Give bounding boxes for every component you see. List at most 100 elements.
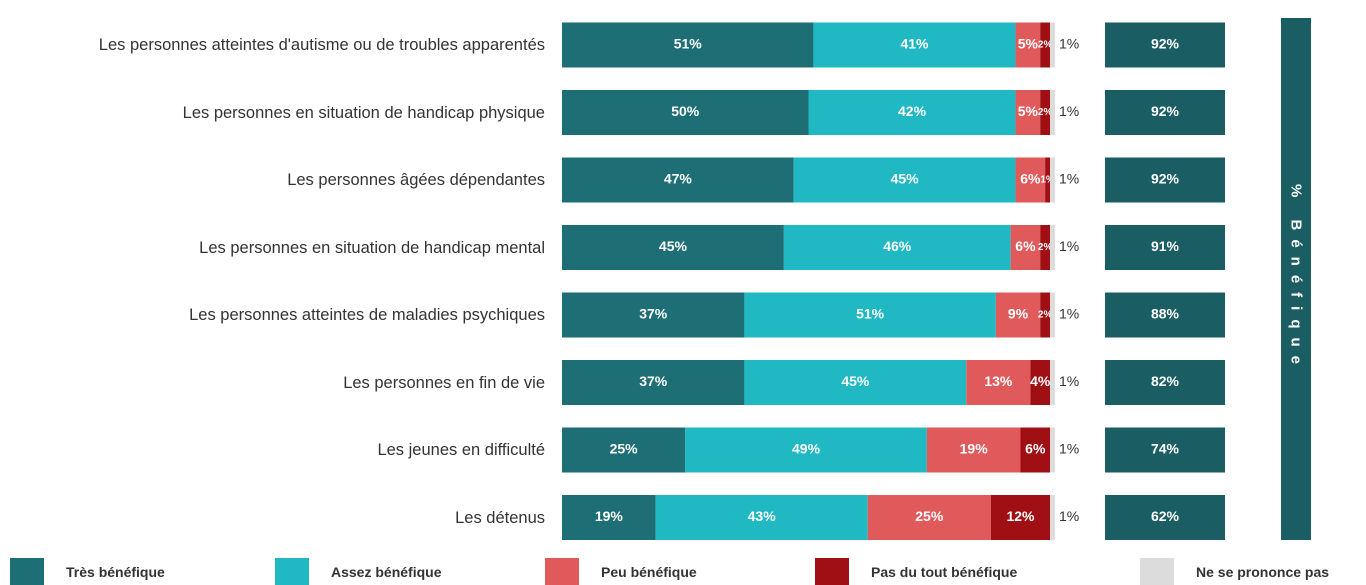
- value-label: 13%: [984, 373, 1013, 389]
- value-label: 12%: [1006, 508, 1035, 524]
- bar-segment: [990, 495, 1051, 540]
- legend-swatch: [1140, 558, 1174, 585]
- legend-label: Assez bénéfique: [331, 563, 442, 580]
- legend-item: Assez bénéfique: [275, 558, 441, 585]
- benefique-label: 92%: [1151, 171, 1180, 187]
- benefique-box: [1105, 427, 1225, 473]
- bar-segment: [1050, 22, 1055, 68]
- benefique-box: [1105, 360, 1225, 405]
- value-label: 2%: [1038, 107, 1053, 118]
- category-label: Les personnes atteintes d'autisme ou de …: [98, 36, 545, 54]
- value-label: 19%: [960, 441, 989, 457]
- value-label: 49%: [792, 441, 821, 457]
- value-label: 1%: [1059, 171, 1079, 187]
- legend-swatch: [815, 558, 849, 585]
- value-label: 1%: [1059, 306, 1079, 322]
- value-label: 1%: [1040, 175, 1055, 186]
- value-label: 2%: [1038, 242, 1053, 253]
- value-label: 50%: [671, 103, 700, 119]
- legend-label: Ne se prononce pas: [1196, 563, 1330, 580]
- bar-segment: [926, 427, 1021, 473]
- value-label: 6%: [1020, 171, 1041, 187]
- bar-segment: [1040, 90, 1051, 135]
- value-label: 45%: [659, 238, 688, 254]
- legend-swatch: [275, 558, 309, 585]
- value-label: 2%: [1038, 40, 1053, 51]
- bar-segment: [793, 157, 1016, 203]
- bar-segment: [1050, 360, 1055, 405]
- bar-segment: [562, 292, 745, 338]
- bar-segment: [1050, 427, 1055, 473]
- benefique-box: [1105, 157, 1225, 203]
- bar-segment: [995, 292, 1041, 338]
- value-label: 5%: [1018, 36, 1039, 52]
- bar-segment: [744, 360, 967, 405]
- value-label: 1%: [1059, 238, 1079, 254]
- benefique-box: [1105, 225, 1225, 270]
- value-label: 5%: [1018, 103, 1039, 119]
- category-label: Les personnes âgées dépendantes: [287, 171, 545, 189]
- bar-segment: [1050, 495, 1055, 540]
- value-label: 42%: [898, 103, 927, 119]
- bar-segment: [685, 427, 927, 473]
- category-label: Les personnes en situation de handicap p…: [182, 103, 545, 122]
- category-label: Les personnes atteintes de maladies psyc…: [189, 306, 545, 324]
- bar-segment: [1040, 22, 1051, 68]
- value-label: 1%: [1059, 373, 1079, 389]
- value-label: 1%: [1059, 508, 1079, 524]
- bar-segment: [966, 360, 1031, 405]
- legend-item: Très bénéfique: [10, 558, 165, 585]
- bar-segment: [867, 495, 991, 540]
- legend-label: Très bénéfique: [66, 563, 165, 580]
- legend-swatch: [10, 558, 44, 585]
- bar-segment: [1050, 292, 1055, 338]
- legend-item: Peu bénéfique: [545, 558, 697, 585]
- benefique-box: [1105, 292, 1225, 338]
- benefique-box: [1105, 22, 1225, 68]
- benefique-header: % Bénéfique: [1281, 18, 1311, 540]
- bar-segment: [1015, 157, 1046, 203]
- bar-segment: [562, 495, 656, 540]
- bar-segment: [808, 90, 1016, 135]
- bar-segment: [1020, 427, 1051, 473]
- value-label: 1%: [1059, 441, 1079, 457]
- bar-segment: [1030, 360, 1051, 405]
- bar-segment: [562, 90, 809, 135]
- bar-segment: [562, 225, 784, 270]
- legend-label: Pas du tout bénéfique: [871, 563, 1018, 580]
- legend-label: Peu bénéfique: [601, 563, 697, 580]
- benefique-label: 91%: [1151, 238, 1180, 254]
- bar-segment: [1040, 292, 1051, 338]
- bar-segment: [562, 427, 686, 473]
- legend-item: Pas du tout bénéfique: [815, 558, 1017, 585]
- value-label: 43%: [748, 508, 777, 524]
- bar-segment: [655, 495, 868, 540]
- bar-segment: [813, 22, 1016, 68]
- value-label: 37%: [639, 306, 668, 322]
- bar-segment: [1050, 90, 1055, 135]
- benefique-label: 88%: [1151, 306, 1180, 322]
- value-label: 47%: [664, 171, 693, 187]
- category-label: Les personnes en fin de vie: [343, 373, 545, 392]
- bar-segment: [1050, 157, 1055, 203]
- bar-segment: [744, 292, 996, 338]
- bar-segment: [562, 157, 794, 203]
- bar-segment: [1045, 157, 1051, 203]
- value-label: 1%: [1059, 103, 1079, 119]
- value-label: 41%: [900, 36, 929, 52]
- bar-segment: [562, 360, 745, 405]
- value-label: 51%: [674, 36, 703, 52]
- value-label: 45%: [841, 373, 870, 389]
- legend-swatch: [545, 558, 579, 585]
- value-label: 19%: [595, 508, 624, 524]
- category-label: Les détenus: [455, 508, 545, 527]
- benefique-box: [1105, 90, 1225, 135]
- category-label: Les jeunes en difficulté: [377, 441, 545, 459]
- bar-segment: [783, 225, 1011, 270]
- bar-segment: [1040, 225, 1051, 270]
- value-label: 25%: [915, 508, 944, 524]
- category-label: Les personnes en situation de handicap m…: [199, 238, 545, 257]
- value-label: 45%: [891, 171, 920, 187]
